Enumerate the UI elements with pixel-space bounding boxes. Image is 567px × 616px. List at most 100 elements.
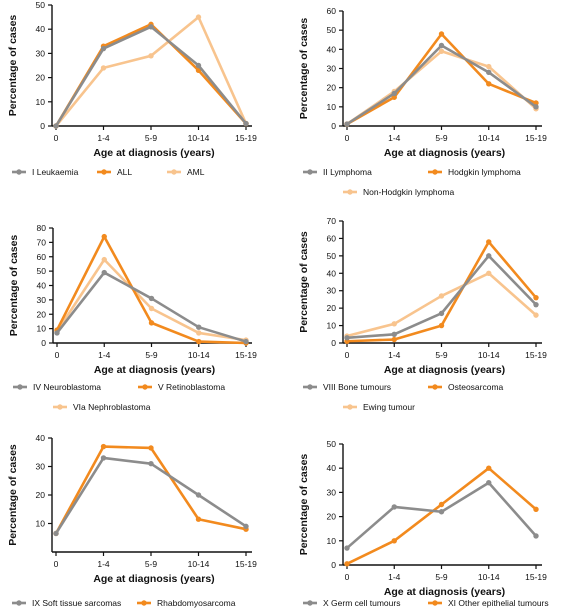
legend-label: Hodgkin lymphoma	[448, 167, 521, 177]
data-point	[486, 239, 492, 245]
legend-swatch-marker	[432, 600, 438, 606]
y-tick-label: 60	[327, 6, 337, 16]
data-point	[243, 120, 249, 127]
legend-swatch-marker	[432, 384, 438, 390]
data-point	[486, 253, 492, 259]
data-point	[486, 480, 492, 486]
x-tick-label: 0	[54, 559, 59, 569]
data-point	[486, 270, 492, 276]
legend-label: X Germ cell tumours	[323, 598, 400, 608]
x-axis-label: Age at diagnosis (years)	[93, 147, 214, 159]
y-tick-label: 10	[327, 321, 337, 331]
y-tick-label: 20	[36, 490, 46, 500]
legend-swatch-marker	[57, 404, 63, 410]
y-tick-label: 10	[37, 324, 47, 334]
data-point	[54, 330, 60, 336]
data-point	[438, 42, 445, 49]
data-point	[486, 81, 492, 87]
legend-swatch-marker	[347, 189, 353, 195]
y-tick-label: 60	[327, 233, 337, 243]
data-point	[148, 295, 155, 302]
legend-label: XI Other epithelial tumours	[448, 598, 549, 608]
data-point	[438, 48, 445, 54]
y-tick-label: 40	[327, 463, 337, 473]
legend-item: Osteosarcoma	[428, 382, 504, 392]
data-point	[391, 504, 397, 510]
y-tick-label: 50	[327, 439, 337, 449]
data-point	[243, 523, 249, 530]
data-point	[533, 104, 539, 110]
data-point	[438, 509, 445, 515]
data-point	[196, 324, 202, 330]
y-axis-label: Percentage of cases	[7, 15, 19, 117]
y-axis-label: Percentage of cases	[298, 231, 310, 333]
y-axis-label: Percentage of cases	[298, 18, 310, 120]
data-point	[101, 233, 107, 240]
data-point	[391, 90, 397, 97]
legend-item: ALL	[97, 167, 132, 177]
data-point	[195, 62, 202, 69]
data-point	[344, 561, 350, 567]
y-tick-label: 70	[37, 237, 47, 247]
legend-swatch-marker	[432, 169, 438, 175]
data-point	[438, 310, 445, 317]
x-tick-label: 15-19	[525, 572, 547, 582]
legend-label: ALL	[117, 167, 132, 177]
x-tick-label: 5-9	[145, 350, 158, 360]
x-tick-label: 0	[345, 350, 350, 360]
y-tick-label: 50	[327, 25, 337, 35]
chart-panel-6: 0 10 20 30 40 50 0 1-4 5-9 10-14 15-19 Age at diagn…	[298, 439, 549, 608]
x-tick-label: 10-14	[188, 350, 210, 360]
legend-label: Rhabdomyosarcoma	[157, 598, 236, 608]
x-tick-label: 5-9	[435, 133, 448, 143]
data-point	[344, 335, 350, 341]
data-point	[438, 322, 445, 329]
legend-item: II Lymphoma	[303, 167, 372, 177]
legend-item: X Germ cell tumours	[303, 598, 400, 608]
data-point	[438, 31, 445, 37]
legend-item: VIII Bone tumours	[303, 382, 391, 392]
data-point	[391, 336, 397, 343]
series-line	[346, 481, 537, 550]
y-tick-label: 10	[327, 536, 337, 546]
legend-label: IX Soft tissue sarcomas	[32, 598, 121, 608]
y-tick-label: 0	[41, 338, 46, 348]
data-point	[148, 305, 155, 312]
series-line	[346, 466, 537, 565]
series-line	[54, 15, 248, 127]
x-tick-label: 1-4	[388, 133, 401, 143]
legend-label: V Retinoblastoma	[158, 382, 225, 392]
legend-label: II Lymphoma	[323, 167, 372, 177]
x-axis-label: Age at diagnosis (years)	[93, 573, 214, 585]
x-tick-label: 1-4	[97, 133, 110, 143]
x-tick-label: 1-4	[388, 572, 401, 582]
legend-item: VIa Nephroblastoma	[53, 402, 151, 412]
legend-item: V Retinoblastoma	[138, 382, 225, 392]
x-tick-label: 10-14	[478, 350, 500, 360]
x-tick-label: 0	[345, 133, 350, 143]
series-line	[54, 23, 247, 127]
y-tick-label: 0	[331, 121, 336, 131]
legend-item: XI Other epithelial tumours	[428, 598, 549, 608]
y-tick-label: 30	[327, 64, 337, 74]
y-tick-label: 70	[327, 216, 337, 226]
x-tick-label: 15-19	[235, 559, 257, 569]
legend-item: Rhabdomyosarcoma	[137, 598, 236, 608]
y-tick-label: 20	[327, 83, 337, 93]
data-point	[344, 121, 350, 127]
y-tick-label: 40	[37, 281, 47, 291]
data-point	[533, 312, 539, 318]
y-tick-label: 20	[37, 309, 47, 319]
x-tick-label: 5-9	[435, 572, 448, 582]
legend-item: Ewing tumour	[343, 402, 415, 412]
legend-label: VIa Nephroblastoma	[73, 402, 151, 412]
data-point	[148, 24, 154, 30]
legend-swatch-marker	[17, 384, 23, 390]
y-tick-label: 20	[36, 73, 46, 83]
x-tick-label: 0	[55, 350, 60, 360]
x-tick-label: 0	[54, 133, 59, 143]
data-point	[100, 455, 107, 461]
data-point	[344, 545, 350, 551]
data-point	[243, 338, 249, 345]
